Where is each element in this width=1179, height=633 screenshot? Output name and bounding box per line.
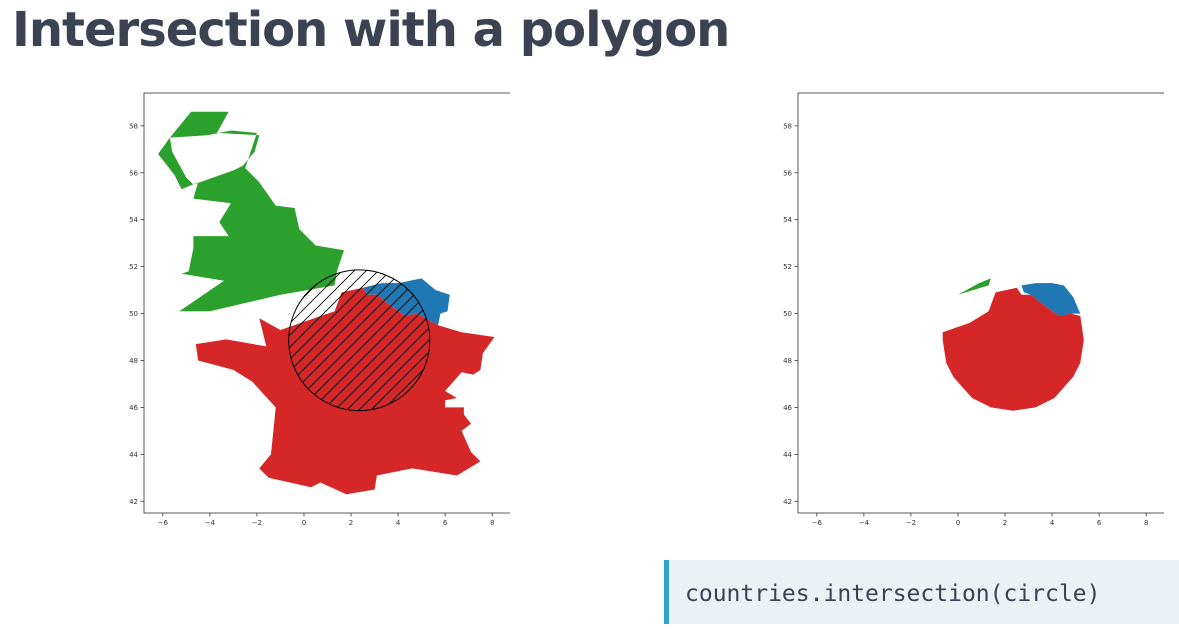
country-united-kingdom	[158, 111, 344, 312]
axes-frame	[797, 92, 1164, 514]
y-tick-label: 48	[129, 357, 138, 365]
code-snippet: countries.intersection(circle)	[685, 581, 1101, 607]
y-tick-label: 42	[129, 498, 138, 506]
plot-before-intersection: −6 −4 −2 0 2 4 6 8 42 44 46 48 50 52 54 56 58	[120, 85, 510, 535]
x-tick-label: 8	[490, 519, 494, 527]
y-tick-label: 58	[783, 122, 792, 130]
x-tick-label: −6	[158, 519, 169, 527]
country-france	[942, 287, 1084, 411]
x-tick-label: 0	[956, 519, 960, 527]
x-tick-label: 4	[1050, 519, 1055, 527]
y-tick-label: 54	[129, 216, 138, 224]
country-united-kingdom	[958, 278, 991, 295]
x-tick-label: 2	[1003, 519, 1007, 527]
x-tick-label: −2	[252, 519, 262, 527]
y-tick-label: 58	[129, 122, 138, 130]
y-tick-label: 50	[783, 310, 792, 318]
y-tick-label: 50	[129, 310, 138, 318]
x-tick-label: 6	[443, 519, 448, 527]
country-belgium	[1021, 283, 1081, 316]
axes-frame	[143, 92, 510, 514]
x-tick-label: −4	[859, 519, 870, 527]
y-tick-label: 56	[129, 169, 138, 177]
y-tick-label: 54	[783, 216, 792, 224]
x-tick-label: 2	[349, 519, 353, 527]
plot-intersection-result: −6 −4 −2 0 2 4 6 8 42 44 46 48 50 52 54 56 58	[774, 85, 1164, 535]
x-tick-label: −2	[906, 519, 916, 527]
x-tick-label: −6	[812, 519, 823, 527]
y-tick-label: 52	[783, 263, 792, 271]
x-tick-label: 8	[1144, 519, 1148, 527]
x-tick-label: 0	[302, 519, 306, 527]
y-tick-label: 56	[783, 169, 792, 177]
y-tick-label: 44	[129, 451, 138, 459]
x-tick-label: 6	[1097, 519, 1102, 527]
y-tick-label: 48	[783, 357, 792, 365]
y-tick-label: 46	[783, 404, 792, 412]
x-tick-label: 4	[396, 519, 401, 527]
x-tick-label: −4	[205, 519, 216, 527]
y-tick-label: 52	[129, 263, 138, 271]
slide-title: Intersection with a polygon	[12, 2, 730, 58]
y-tick-label: 46	[129, 404, 138, 412]
hatched-circle	[288, 269, 431, 412]
code-block: countries.intersection(circle)	[664, 560, 1179, 624]
y-tick-label: 44	[783, 451, 792, 459]
y-tick-label: 42	[783, 498, 792, 506]
